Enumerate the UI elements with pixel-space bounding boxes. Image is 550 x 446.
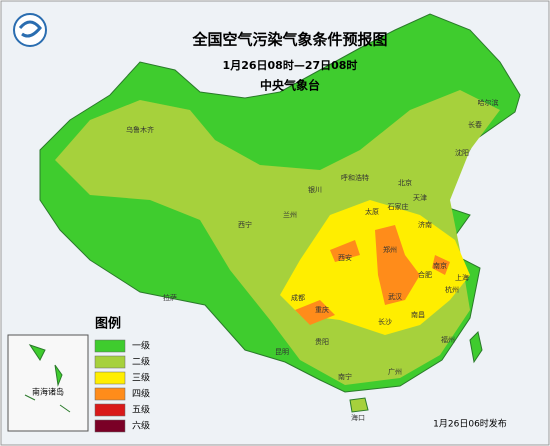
city: 北京 <box>398 178 412 187</box>
city: 哈尔滨 <box>478 98 499 107</box>
legend-swatch <box>94 355 126 369</box>
period: 1月26日08时—27日08时 <box>223 58 358 72</box>
city: 西安 <box>338 253 352 262</box>
legend-label: 三级 <box>132 372 150 384</box>
city: 长沙 <box>378 317 392 326</box>
city: 杭州 <box>445 285 459 294</box>
legend-swatch <box>94 371 126 385</box>
inset: 南海诸岛 <box>7 334 89 432</box>
legend-swatch <box>94 419 126 433</box>
city: 南宁 <box>338 372 352 381</box>
island-taiwan <box>469 331 483 364</box>
legend-title: 图例 <box>95 316 121 332</box>
city: 成都 <box>291 293 305 302</box>
legend-label: 六级 <box>132 420 150 432</box>
city: 沈阳 <box>455 148 469 157</box>
legend-label: 四级 <box>132 388 150 400</box>
city: 西宁 <box>238 220 252 229</box>
legend-label: 二级 <box>132 356 150 368</box>
title: 全国空气污染气象条件预报图 <box>191 31 387 49</box>
legend-swatch <box>94 339 126 353</box>
inset-frame <box>7 334 89 432</box>
city-labels: 乌鲁木齐 拉萨 西宁 兰州 银川 呼和浩特 北京 天津 石家庄 太原 济南 西安… <box>126 98 499 422</box>
city: 郑州 <box>383 246 397 254</box>
city: 南昌 <box>411 310 425 319</box>
city: 重庆 <box>315 305 329 314</box>
city: 广州 <box>388 367 402 376</box>
zone-level3 <box>280 200 470 335</box>
city: 海口 <box>351 413 365 422</box>
city: 呼和浩特 <box>341 173 369 182</box>
city: 济南 <box>418 220 432 229</box>
city: 兰州 <box>283 210 297 219</box>
city: 银川 <box>308 185 322 194</box>
legend-label: 一级 <box>132 340 150 352</box>
city: 福州 <box>441 335 455 344</box>
city: 合肥 <box>418 270 432 279</box>
city: 长春 <box>468 120 482 129</box>
city: 贵阳 <box>315 337 329 346</box>
city: 昆明 <box>275 348 289 356</box>
legend-swatch <box>94 387 126 401</box>
city: 武汉 <box>388 292 402 301</box>
footer: 1月26日06时发布 <box>433 418 507 430</box>
city: 石家庄 <box>388 202 409 211</box>
legend-label: 五级 <box>132 404 150 416</box>
city: 南京 <box>433 261 447 270</box>
logo <box>13 13 47 47</box>
city: 天津 <box>413 194 427 202</box>
city: 上海 <box>455 273 469 282</box>
legend-swatch <box>94 403 126 417</box>
city: 太原 <box>365 207 379 216</box>
zone-level4 <box>295 225 450 325</box>
issuer: 中央气象台 <box>260 78 320 93</box>
city: 乌鲁木齐 <box>126 125 154 134</box>
inset-label: 南海诸岛 <box>32 387 64 397</box>
island-hainan <box>349 397 369 413</box>
city: 拉萨 <box>163 293 177 302</box>
inset-islands <box>24 344 71 413</box>
